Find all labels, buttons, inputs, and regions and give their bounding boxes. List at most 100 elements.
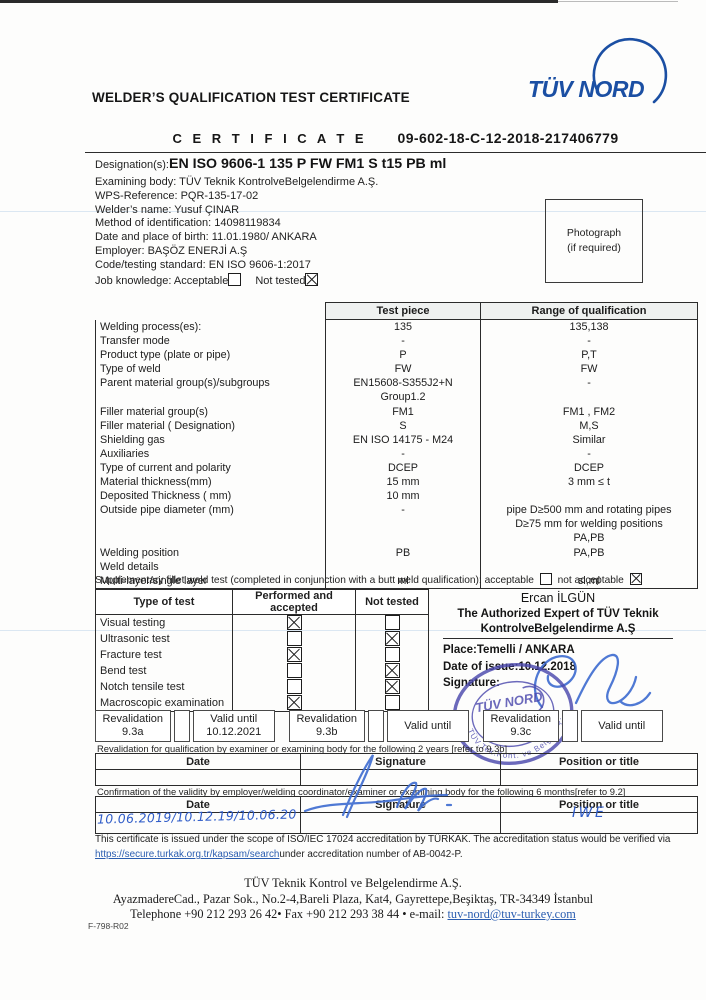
- handwritten-position: IWE: [572, 805, 607, 821]
- row-label: Transfer mode: [95, 334, 326, 349]
- revalidation-clause: 9.3c: [510, 726, 532, 738]
- revalidation-label: Revalidation: [490, 713, 552, 725]
- cell-test: DCEP: [325, 460, 481, 476]
- row-label: Parent material group(s)/subgroups: [95, 376, 326, 405]
- detail-identification: Method of identification: 14098119834: [95, 217, 281, 230]
- table-row: Material thickness(mm) 15 mm 3 mm ≤ t: [95, 475, 698, 490]
- cell-test: -: [325, 503, 481, 546]
- supplementary-text: Supplementary fillet weld test (complete…: [95, 575, 534, 586]
- cell-test: 10 mm: [325, 489, 481, 504]
- place-line: Place:Temelli / ANKARA: [443, 644, 575, 656]
- test-label: Visual testing: [95, 614, 233, 631]
- cell-test: EN ISO 14175 - M24: [325, 432, 481, 447]
- cell-range: 135,138: [480, 319, 698, 335]
- table-row: Deposited Thickness ( mm) 10 mm: [95, 489, 698, 504]
- cell-range: M,S: [480, 418, 698, 433]
- cell-test: PB: [325, 545, 481, 560]
- type-of-test-header: Type of test: [95, 589, 233, 615]
- row-label: Welding process(es):: [95, 319, 326, 335]
- row-label: Auxiliaries: [95, 446, 326, 461]
- performed-checkbox: [286, 615, 302, 630]
- signature-header: Signature: [300, 753, 501, 770]
- detail-examining-body: Examining body: TÜV Teknik KontrolveBelg…: [95, 176, 379, 188]
- valid-until-label: Valid until: [210, 713, 258, 725]
- performed-checkbox: [286, 631, 302, 646]
- signature-header: Signature: [300, 796, 501, 813]
- revalidation-spacer-box: [367, 710, 384, 742]
- cell-test: -: [325, 334, 481, 349]
- expert-name: Ercan İLGÜN: [520, 591, 596, 605]
- table-row: Auxiliaries - -: [95, 446, 698, 461]
- photograph-box: Photograph (if required): [545, 199, 643, 283]
- revalidation-signature-table: Date Signature Position or title: [95, 753, 698, 786]
- revalidation-label: Revalidation: [296, 713, 358, 725]
- cell-range: sl,ml: [480, 573, 698, 589]
- performed-checkbox: [286, 647, 302, 662]
- cell-range: [480, 489, 698, 504]
- not-tested-checkbox: [384, 615, 400, 630]
- scan-artifact-line: [0, 211, 706, 212]
- cell-range: [480, 559, 698, 574]
- turkak-link[interactable]: https://secure.turkak.org.tr/kapsam/sear…: [95, 849, 280, 860]
- date-cell: [95, 769, 301, 786]
- table-row: Shielding gas EN ISO 14175 - M24 Similar: [95, 432, 698, 447]
- designation-value: EN ISO 9606-1 135 P FW FM1 S t15 PB ml: [168, 156, 447, 172]
- footer-contact-text: Telephone +90 212 293 26 42• Fax +90 212…: [130, 907, 448, 921]
- row-label: Shielding gas: [95, 432, 326, 447]
- certificate-number-line: C E R T I F I C A T E 09-602-18-C-12-201…: [85, 130, 706, 148]
- table-row: Ultrasonic test: [95, 631, 429, 647]
- test-table-header: Type of test Performed and accepted Not …: [95, 589, 429, 615]
- job-knowledge-line: Job knowledge: Acceptable Not tested: [95, 273, 535, 289]
- cell-range: -: [480, 334, 698, 349]
- cell-range: FW: [480, 362, 698, 377]
- row-label: Filler material ( Designation): [95, 418, 326, 433]
- cell-range: FM1 , FM2: [480, 404, 698, 419]
- detail-standard: Code/testing standard: EN ISO 9606-1:201…: [95, 258, 311, 271]
- date-of-issue-line: Date of issue:10.12.2018: [443, 660, 576, 673]
- signature-cell: [300, 812, 501, 834]
- performed-checkbox: [286, 663, 302, 678]
- not-acceptable-checkbox: [629, 573, 642, 585]
- revalidation-note: Revalidation for qualification by examin…: [97, 743, 508, 754]
- revalidation-box: Revalidation 9.3c: [483, 710, 559, 742]
- range-header: Range of qualification: [480, 302, 698, 320]
- revalidation-group-b: Revalidation 9.3b Valid until: [289, 710, 469, 742]
- revalidation-clause: 9.3b: [316, 726, 338, 738]
- date-header: Date: [95, 753, 301, 770]
- table-row: [95, 812, 698, 834]
- footer: TÜV Teknik Kontrol ve Belgelendirme A.Ş.…: [0, 876, 706, 923]
- revalidation-clause: 9.3a: [122, 726, 144, 738]
- cell-range: PA,PB: [480, 545, 698, 560]
- test-label: Fracture test: [95, 647, 233, 663]
- revalidation-group-a: Revalidation 9.3a Valid until 10.12.2021: [95, 710, 275, 742]
- row-label: Weld details: [95, 559, 326, 574]
- table-row: Multi-layer/single layer ml sl,ml: [95, 573, 698, 589]
- revalidation-box: Revalidation 9.3a: [95, 710, 171, 742]
- welder-details: Designation(s):EN ISO 9606-1 135 P FW FM…: [95, 156, 535, 289]
- cell-test: FM1: [325, 404, 481, 419]
- cell-range: -: [480, 446, 698, 461]
- revalidation-spacer-box: [173, 710, 190, 742]
- footer-contact: Telephone +90 212 293 26 42• Fax +90 212…: [0, 907, 706, 923]
- test-label: Bend test: [95, 663, 233, 679]
- email-link[interactable]: tuv-nord@tuv-turkey.com: [447, 907, 576, 921]
- revalidation-box: Revalidation 9.3b: [289, 710, 365, 742]
- table-row: Weld details: [95, 559, 698, 574]
- certificate-number: 09-602-18-C-12-2018-217406779: [397, 130, 619, 146]
- cell-test: S: [325, 418, 481, 433]
- signature-cell: [300, 769, 501, 786]
- expert-title-line1: The Authorized Expert of TÜV Teknik: [457, 608, 659, 620]
- row-label: Product type (plate or pipe): [95, 348, 326, 363]
- cell-range: pipe D≥500 mm and rotating pipes D≥75 mm…: [480, 503, 698, 546]
- designation-label: Designation(s):: [95, 159, 169, 171]
- cell-range: 3 mm ≤ t: [480, 475, 698, 490]
- row-label: Outside pipe diameter (mm): [95, 503, 326, 546]
- cell-range: P,T: [480, 348, 698, 363]
- footer-address: AyazmadereCad., Pazar Sok., No.2-4,Barel…: [112, 891, 594, 906]
- table-row: Macroscopic examination: [95, 695, 429, 712]
- row-label: Type of current and polarity: [95, 460, 326, 476]
- performed-checkbox: [286, 695, 302, 710]
- table-row: Welding process(es): 135 135,138: [95, 319, 698, 335]
- row-label: Welding position: [95, 545, 326, 560]
